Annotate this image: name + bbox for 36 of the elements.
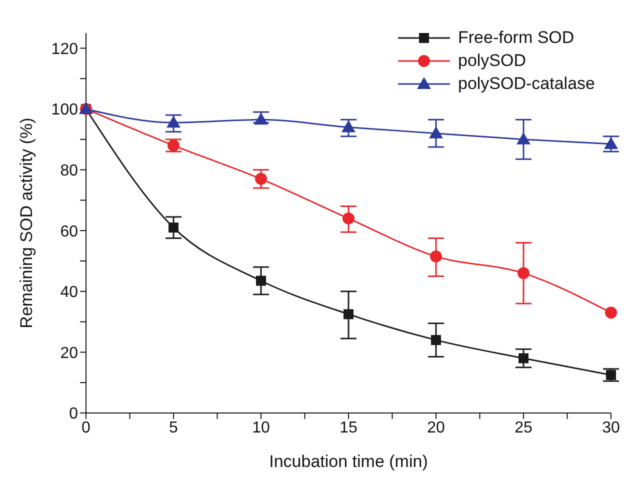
legend-label: Free-form SOD	[458, 28, 574, 48]
legend-label: polySOD-catalase	[458, 74, 595, 94]
x-tick-label: 0	[82, 419, 91, 436]
x-tick-label: 30	[602, 419, 620, 436]
point	[516, 132, 530, 144]
x-tick-label: 5	[169, 419, 178, 436]
point	[605, 306, 617, 319]
point	[342, 212, 354, 224]
point	[604, 136, 618, 149]
x-tick-label: 20	[427, 419, 445, 436]
y-tick-label: 40	[60, 284, 78, 302]
point	[168, 222, 178, 233]
y-tick-label: 120	[51, 40, 78, 58]
y-tick-label: 0	[69, 406, 78, 423]
point	[518, 353, 528, 364]
y-axis-title: Remaining SOD activity (%)	[17, 118, 36, 328]
point	[430, 250, 442, 262]
point	[166, 116, 180, 128]
y-tick-label: 60	[60, 223, 78, 240]
x-tick-label: 15	[340, 419, 358, 436]
point	[344, 309, 354, 320]
point	[168, 139, 180, 152]
point	[431, 335, 441, 346]
x-tick-label: 10	[252, 419, 270, 436]
x-axis-title: Incubation time (min)	[269, 452, 428, 471]
point	[255, 172, 267, 185]
point	[606, 370, 616, 380]
point	[429, 126, 443, 138]
x-tick-label: 25	[514, 419, 532, 436]
legend-label: polySOD	[458, 50, 526, 70]
point	[256, 276, 266, 286]
point	[518, 267, 530, 280]
y-tick-label: 80	[60, 162, 78, 180]
y-tick-label: 20	[60, 344, 78, 362]
y-tick-label: 100	[51, 102, 78, 119]
point	[342, 120, 356, 132]
